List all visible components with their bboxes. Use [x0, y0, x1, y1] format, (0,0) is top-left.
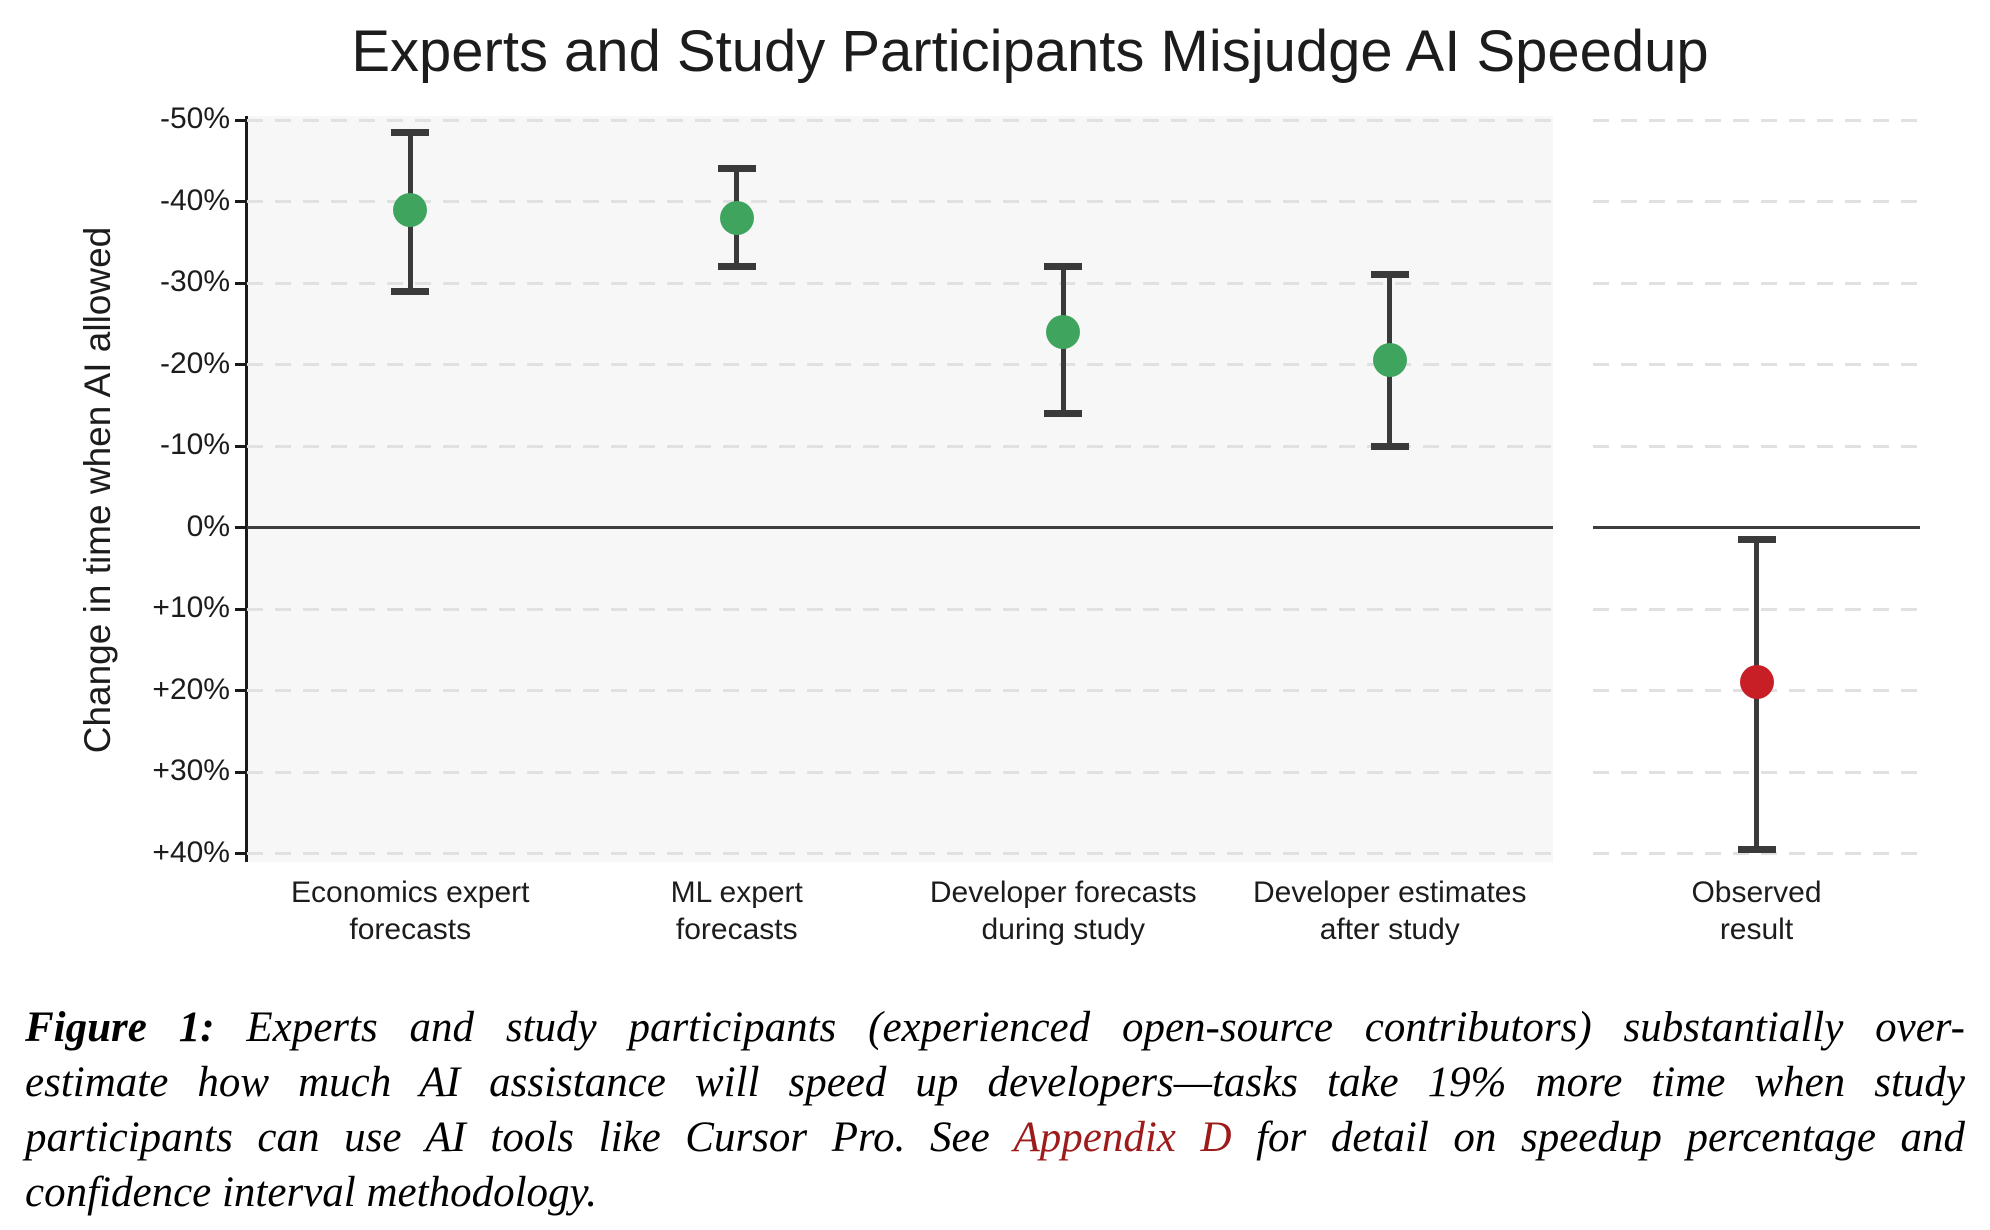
error-bar-cap-upper [391, 128, 430, 136]
gridline [1593, 200, 1920, 203]
zero-baseline [247, 526, 1553, 529]
y-tick-label: -30% [159, 265, 230, 298]
x-category-label: Developer estimates after study [1160, 874, 1620, 948]
error-bar-cap-lower [391, 287, 430, 295]
error-bar-cap-upper [1044, 263, 1083, 271]
x-category-label: ML expert forecasts [507, 874, 967, 948]
error-bar-cap-upper [717, 165, 756, 173]
x-category-label-line: after study [1319, 913, 1460, 946]
caption-line-3: participants can use AI tools like Curso… [25, 1110, 1965, 1165]
gridline [247, 200, 1553, 203]
point-marker [393, 192, 428, 227]
gridline [247, 852, 1553, 855]
gridline [247, 444, 1553, 448]
caption-text-2: estimate how much AI assistance will spe… [25, 1059, 1965, 1106]
gridline [1593, 363, 1920, 366]
gridline [1593, 444, 1920, 448]
forecast-panel [247, 116, 1553, 862]
point-marker [1739, 665, 1774, 700]
y-axis-line [245, 116, 248, 862]
y-axis-tick [235, 852, 247, 855]
chart-title: Experts and Study Participants Misjudge … [351, 19, 1709, 84]
x-category-label-line: forecasts [675, 913, 798, 946]
y-tick-label: +20% [152, 672, 230, 706]
y-tick-label: -50% [159, 102, 230, 135]
gridline [247, 118, 1553, 122]
error-bar-cap-lower [717, 263, 756, 271]
gridline [247, 363, 1553, 366]
gridline [1593, 852, 1920, 855]
y-axis-tick [235, 281, 247, 285]
x-category-label: Developer forecasts during study [833, 874, 1293, 948]
error-bar-cap-upper [1737, 536, 1776, 544]
y-axis-tick [235, 444, 247, 448]
gridline [247, 607, 1553, 611]
y-tick-label: -40% [159, 183, 230, 217]
x-category-label-line: Observed [1691, 876, 1822, 909]
caption-text-3a: participants can use AI tools like Curso… [25, 1114, 1014, 1161]
y-tick-label: +10% [152, 591, 230, 624]
caption-line-4: confidence interval methodology. [25, 1165, 1965, 1220]
x-category-label-line: result [1719, 913, 1794, 946]
gridline [247, 689, 1553, 692]
x-category-label-line: forecasts [349, 913, 472, 946]
y-axis-tick [235, 363, 247, 366]
caption-figure-label: Figure 1: [25, 1004, 215, 1051]
y-axis-tick [235, 689, 247, 692]
y-axis-tick [235, 118, 247, 122]
point-marker [1046, 314, 1081, 349]
error-bar-cap-lower [1044, 409, 1083, 417]
caption-text-3b: for detail on speedup percentage and [1231, 1114, 1965, 1161]
caption-text-4: confidence interval methodology. [25, 1169, 597, 1216]
gridline [247, 281, 1553, 285]
x-category-label: Economics expert forecasts [180, 874, 640, 948]
caption-line-2: estimate how much AI assistance will spe… [25, 1055, 1965, 1110]
x-category-label-line: during study [981, 913, 1145, 946]
x-category-label: Observed result [1527, 874, 1987, 948]
error-bar-cap-lower [1370, 442, 1409, 450]
appendix-d-link[interactable]: Appendix D [1013, 1114, 1232, 1161]
x-category-label-line: Developer estimates [1253, 876, 1527, 909]
point-marker [1372, 343, 1407, 378]
figure-caption: Figure 1: Experts and study participants… [25, 1000, 1965, 1220]
y-tick-label: +40% [152, 835, 230, 869]
gridline [1593, 281, 1920, 285]
caption-line-1: Figure 1: Experts and study participants… [25, 1000, 1965, 1055]
error-bar-cap-upper [1370, 271, 1409, 279]
gridline [1593, 118, 1920, 122]
error-bar-cap-lower [1737, 845, 1776, 853]
y-tick-label: -10% [159, 428, 230, 461]
y-tick-label: 0% [186, 509, 230, 543]
caption-text-1: Experts and study participants (experien… [214, 1004, 1965, 1051]
y-axis-tick [235, 607, 247, 611]
y-axis-tick [235, 770, 247, 774]
y-tick-label: +30% [152, 754, 230, 787]
y-axis-tick [235, 526, 247, 529]
x-category-label-line: Developer forecasts [929, 876, 1197, 909]
zero-baseline [1593, 526, 1920, 529]
gridline [247, 770, 1553, 774]
x-category-label-line: Economics expert [291, 876, 530, 909]
x-category-label-line: ML expert [670, 876, 803, 909]
y-tick-label: -20% [159, 346, 230, 380]
point-marker [719, 200, 754, 235]
y-axis-tick [235, 200, 247, 203]
